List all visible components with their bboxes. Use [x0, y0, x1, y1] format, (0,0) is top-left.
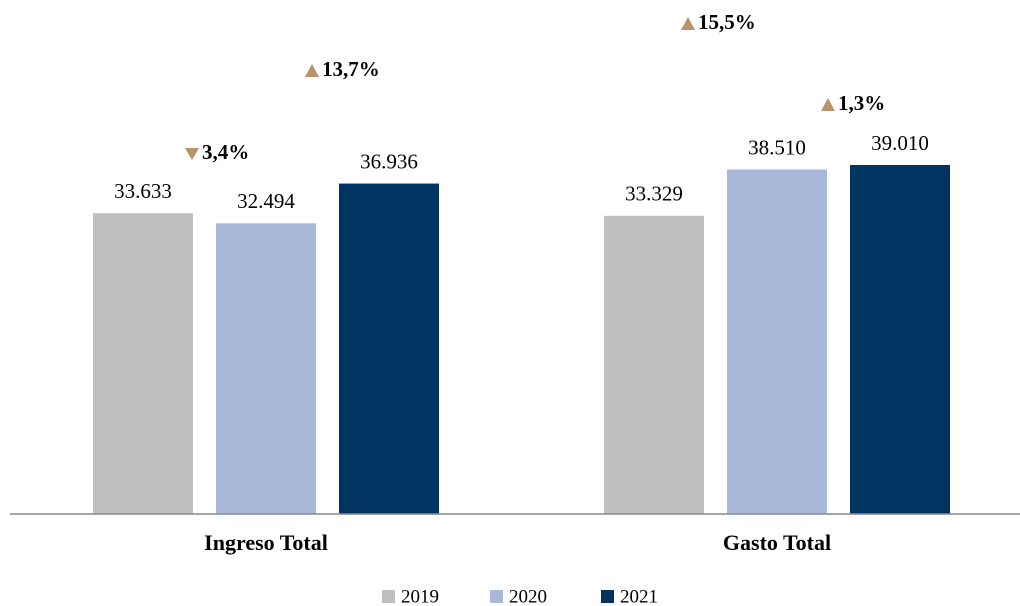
- value-label: 36.936: [360, 149, 418, 173]
- bar: [727, 169, 827, 515]
- bar: [604, 215, 704, 515]
- annotation-arrow: [821, 98, 835, 111]
- value-label: 39.010: [871, 131, 929, 155]
- annotation: 1,3%: [838, 91, 885, 115]
- bar: [93, 213, 193, 514]
- annotation-arrow: [185, 148, 199, 160]
- legend-label: 2020: [509, 586, 547, 606]
- legend-swatch: [382, 590, 395, 603]
- annotation: 13,7%: [322, 57, 380, 81]
- annotation: 15,5%: [698, 10, 756, 34]
- bar: [850, 164, 950, 514]
- annotation-arrow: [305, 64, 319, 77]
- annotation: 3,4%: [202, 140, 249, 164]
- value-label: 33.329: [625, 182, 683, 206]
- value-label: 33.633: [114, 179, 172, 203]
- legend-swatch: [490, 590, 503, 603]
- value-label: 38.510: [748, 135, 806, 159]
- legend-label: 2019: [401, 586, 439, 606]
- legend-label: 2021: [620, 586, 658, 606]
- value-label: 32.494: [237, 189, 295, 213]
- annotation-arrow: [681, 17, 695, 30]
- x-tick-label: Gasto Total: [723, 530, 831, 555]
- legend-swatch: [601, 590, 614, 603]
- x-tick-label: Ingreso Total: [204, 530, 328, 555]
- bar: [339, 183, 439, 514]
- bar: [216, 223, 316, 515]
